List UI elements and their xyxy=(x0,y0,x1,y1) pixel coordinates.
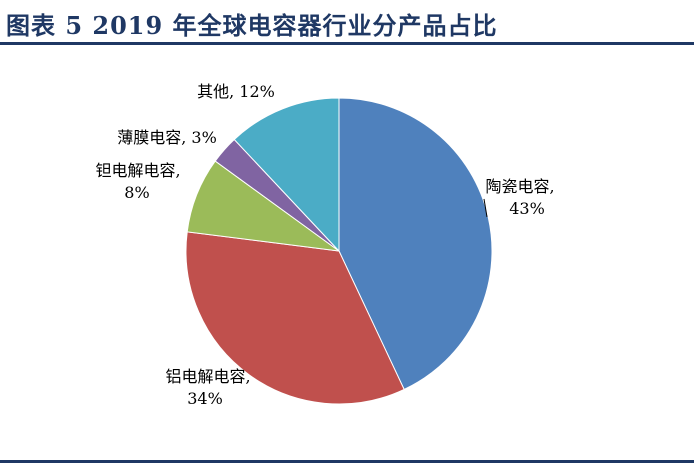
pie-slices xyxy=(185,97,493,405)
slice-label: 薄膜电容, 3% xyxy=(117,128,217,147)
slice-label: 43% xyxy=(509,199,545,218)
leader-line xyxy=(483,198,488,218)
slice-label: 铝电解电容, xyxy=(165,367,250,386)
pie-slice xyxy=(338,97,493,391)
figure-title: 图表 5 2019 年全球电容器行业分产品占比 xyxy=(6,11,498,40)
slice-label: 钽电解电容, xyxy=(95,161,180,180)
figure-header: 图表 5 2019 年全球电容器行业分产品占比 xyxy=(0,0,694,44)
slice-label: 陶瓷电容, xyxy=(485,177,554,196)
pie-slice xyxy=(233,97,340,253)
slice-label: 34% xyxy=(187,389,223,408)
pie-labels: 陶瓷电容, 43% 铝电解电容, 34% 钽电解电容, 8% 薄膜电容, 3% 其他, 12% xyxy=(95,82,554,408)
pie-chart: 陶瓷电容, 43% 铝电解电容, 34% 钽电解电容, 8% 薄膜电容, 3% 其他, 12% xyxy=(95,82,554,408)
pie-slice xyxy=(185,231,405,405)
slice-label: 8% xyxy=(124,183,149,202)
footer-rule xyxy=(0,460,694,463)
header-rule xyxy=(0,42,694,45)
slice-label: 其他, 12% xyxy=(197,82,275,101)
chart-area: 陶瓷电容, 43% 铝电解电容, 34% 钽电解电容, 8% 薄膜电容, 3% 其他, 12% xyxy=(0,45,694,460)
